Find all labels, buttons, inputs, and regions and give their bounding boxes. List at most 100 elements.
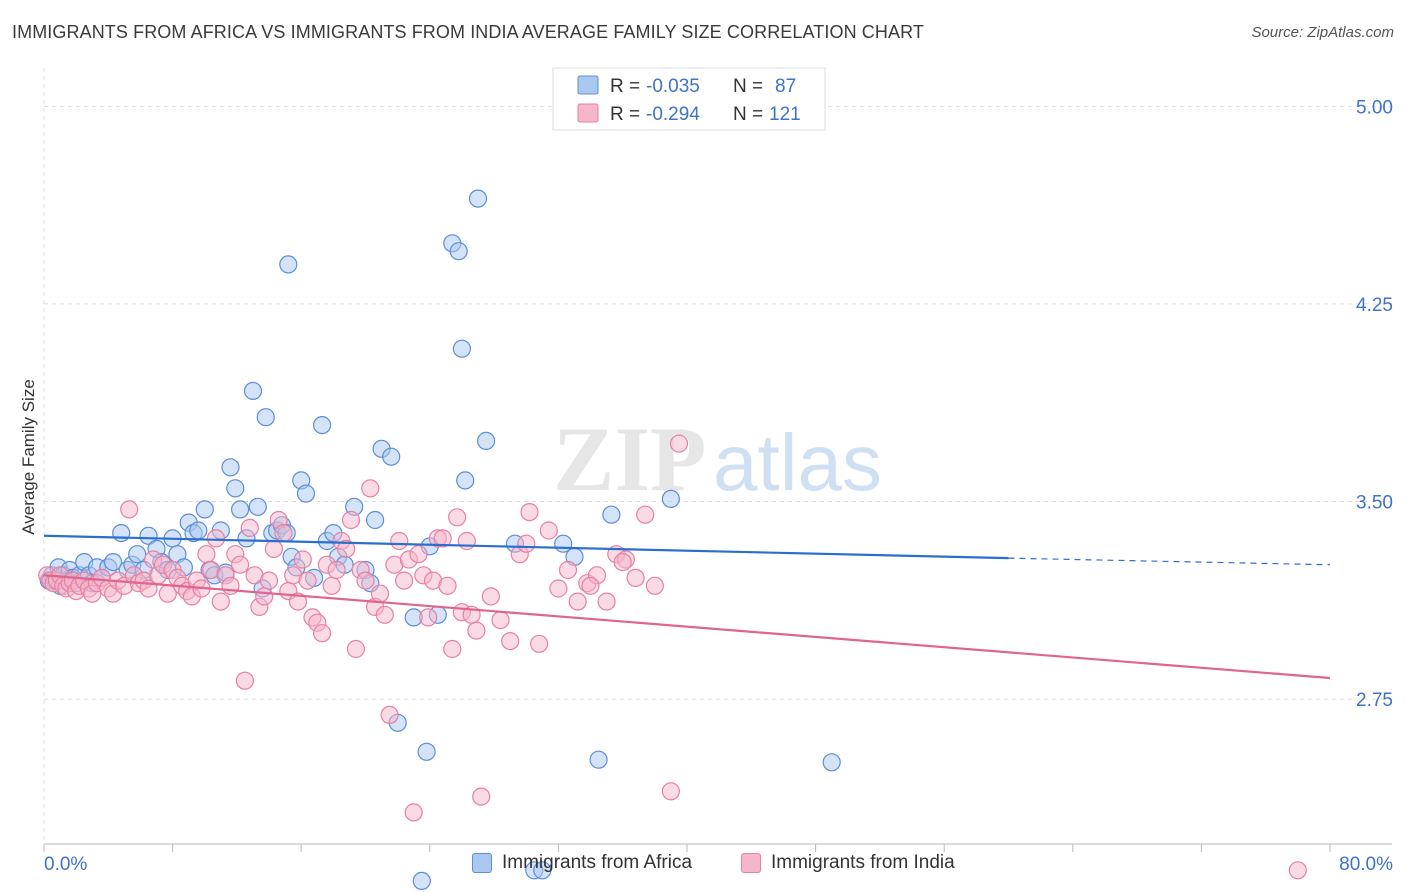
india-point-63 [327,560,346,580]
india-point-88 [448,508,467,527]
africa-point-82 [602,505,621,524]
chart-title: IMMIGRANTS FROM AFRICA VS IMMIGRANTS FRO… [12,22,924,42]
india-point-90 [457,531,476,551]
africa-point-51 [279,255,298,274]
india-point-48 [255,587,274,606]
india-point-114 [1288,861,1307,880]
india-point-94 [481,587,500,606]
africa-point-83 [661,489,681,508]
india-point-49 [259,571,279,590]
africa-point-17 [103,552,123,572]
legend-swatch-india [577,103,599,123]
africa-point-45 [256,408,275,427]
africa-point-23 [139,526,158,545]
india-point-96 [501,631,520,651]
india-trend-line [43,574,1331,680]
y-axis-label: Average Family Size [19,379,38,535]
legend-item-india: Immigrants from India [741,852,955,874]
africa-point-54 [296,484,316,503]
india-point-86 [438,576,457,595]
africa-point-21 [128,545,147,564]
india-point-93 [472,787,491,806]
india-point-113 [661,782,681,801]
india-point-44 [235,671,254,690]
legend-n-label-india: N = [733,104,763,125]
india-point-38 [206,529,226,548]
x-axis-ticks [43,68,1331,852]
india-point-85 [433,529,452,548]
india-point-98 [520,502,539,522]
legend-item-africa: Immigrants from Africa [472,852,692,874]
india-point-45 [240,518,259,538]
africa-point-75 [468,189,488,208]
india-point-116 [581,576,600,595]
india-point-74 [380,705,399,725]
legend-r-label-india: R = [610,104,640,125]
africa-point-18 [112,523,131,543]
india-point-100 [539,521,558,540]
africa-point-84 [822,753,841,772]
stats-legend: R = -0.035 N = 87 R = -0.294 N = 121 [552,67,826,131]
africa-point-40 [231,500,250,519]
africa-point-86 [533,861,552,880]
india-point-66 [341,510,361,530]
legend-swatch-africa [577,75,599,95]
africa-point-69 [417,742,436,761]
africa-point-66 [382,447,401,466]
legend-r-value-india: -0.294 [646,104,700,125]
africa-point-85 [412,871,431,891]
trend-lines [43,534,1331,680]
india-point-112 [669,434,689,453]
y-tick-label-0: 2.75 [1356,690,1393,711]
watermark-zip: ZIP [553,408,706,510]
africa-point-42 [243,381,263,400]
india-point-76 [390,531,409,551]
africa-point-73 [452,339,471,358]
africa-point-56 [313,416,332,435]
india-point-20 [120,500,139,519]
india-point-106 [597,592,616,611]
india-point-111 [645,576,665,595]
india-point-62 [322,576,341,595]
y-tick-label-2: 4.25 [1356,295,1393,316]
chart-source: Source: ZipAtlas.com [1251,24,1394,41]
india-point-95 [491,610,510,630]
india-point-52 [274,523,293,543]
watermark-atlas: atlas [713,418,882,507]
india-point-55 [288,592,308,611]
legend-square-africa [472,853,492,873]
india-point-82 [419,608,438,627]
india-point-50 [264,539,283,559]
india-point-77 [395,571,414,590]
india-point-110 [636,505,655,524]
india-point-92 [467,621,486,640]
india-point-99 [529,634,549,653]
y-axis-tick-labels: 2.75 3.50 4.25 5.00 [1356,97,1393,711]
india-point-109 [626,568,645,588]
india-point-87 [443,639,462,659]
africa-point-76 [477,431,496,450]
grid-lines [44,105,1392,700]
africa-point-43 [248,497,267,516]
india-point-60 [313,624,332,643]
africa-point-72 [449,242,468,261]
africa-point-38 [221,458,240,477]
africa-trend-extension [1008,557,1331,566]
africa-point-74 [456,471,475,490]
india-point-117 [517,534,536,553]
india-point-103 [568,592,587,611]
india-point-70 [361,479,380,498]
legend-n-value-india: 121 [769,104,801,125]
india-point-79 [404,803,423,822]
india-point-102 [558,560,578,580]
india-point-101 [549,579,568,598]
india-point-43 [231,555,250,574]
x-tick-label-max: 80.0% [1339,854,1393,875]
series-legend: Immigrants from Africa Immigrants from I… [0,852,1406,878]
watermark: ZIP atlas [553,408,882,510]
india-point-65 [337,539,356,559]
india-point-80 [409,545,428,564]
africa-point-32 [189,521,208,540]
india-point-115 [613,552,632,572]
